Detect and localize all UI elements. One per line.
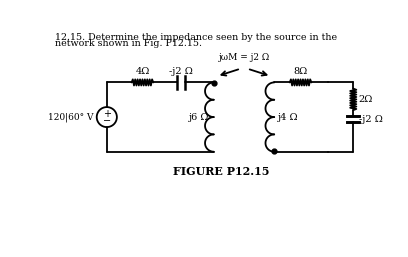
Text: 120|60° V: 120|60° V bbox=[48, 112, 93, 122]
Text: 4Ω: 4Ω bbox=[135, 67, 150, 76]
Text: 2Ω: 2Ω bbox=[359, 95, 373, 104]
Text: -j2 Ω: -j2 Ω bbox=[359, 115, 383, 124]
Text: network shown in Fig. P12.15.: network shown in Fig. P12.15. bbox=[55, 39, 202, 48]
Text: FIGURE P12.15: FIGURE P12.15 bbox=[173, 166, 270, 177]
Text: j6 Ω: j6 Ω bbox=[189, 113, 210, 122]
Text: -j2 Ω: -j2 Ω bbox=[169, 67, 193, 76]
Text: 8Ω: 8Ω bbox=[293, 67, 308, 76]
Text: j4 Ω: j4 Ω bbox=[278, 113, 299, 122]
Text: jωM = j2 Ω: jωM = j2 Ω bbox=[218, 53, 270, 62]
Text: −: − bbox=[103, 116, 111, 126]
Text: +: + bbox=[103, 109, 111, 119]
Text: 12.15. Determine the impedance seen by the source in the: 12.15. Determine the impedance seen by t… bbox=[55, 33, 337, 42]
